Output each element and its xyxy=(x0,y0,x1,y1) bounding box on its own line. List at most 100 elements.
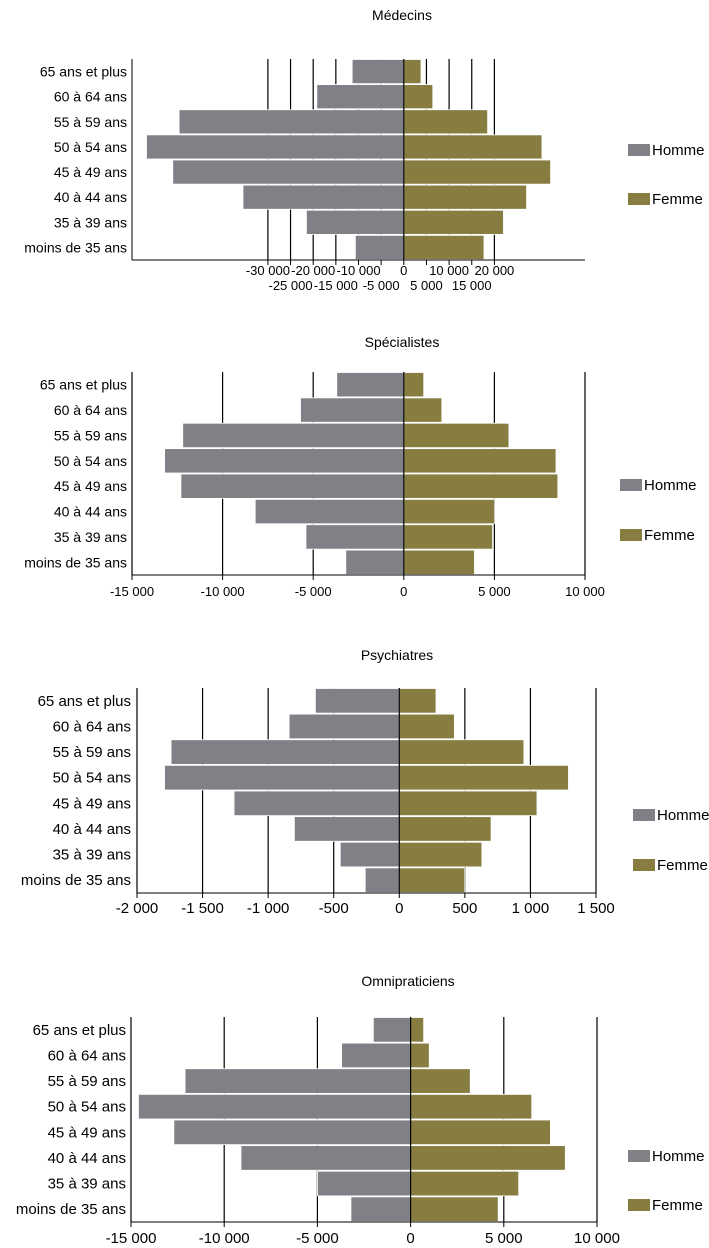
category-label: 55 à 59 ans xyxy=(54,427,127,443)
legend-femme: Femme xyxy=(628,191,703,208)
tick-label: 0 xyxy=(406,1230,414,1247)
bar-homme xyxy=(164,448,405,474)
legend-femme: Femme xyxy=(633,857,708,874)
bar-homme xyxy=(316,84,405,110)
bar-homme xyxy=(173,1119,411,1146)
bar-homme xyxy=(146,134,405,160)
tick-label: 20 000 xyxy=(475,263,515,278)
tick-label: -10 000 xyxy=(336,263,380,278)
bar-homme xyxy=(254,498,405,525)
category-label: 55 à 59 ans xyxy=(54,114,127,130)
bar-homme xyxy=(351,59,405,85)
bar-femme xyxy=(398,867,466,893)
legend-homme: Homme xyxy=(633,807,709,824)
bar-homme xyxy=(350,1196,411,1222)
legend-label: Femme xyxy=(652,191,703,208)
bar-homme xyxy=(345,549,405,575)
category-label: 60 à 64 ans xyxy=(54,89,127,105)
bar-femme xyxy=(403,473,559,499)
category-label: moins de 35 ans xyxy=(24,554,127,570)
tick-label: -15 000 xyxy=(110,584,154,599)
legend-femme: Femme xyxy=(620,527,695,544)
chart-3: Psychiatres 65 ans et plus 60 à 64 ans 55 à… xyxy=(21,647,709,917)
bar-femme xyxy=(398,841,483,868)
category-label: moins de 35 ans xyxy=(24,239,127,255)
tick-label: 10 000 xyxy=(565,584,605,599)
bar-femme xyxy=(403,234,485,260)
chart-4: Omnipraticiens 65 ans et plus 60 à 64 ans 5… xyxy=(16,973,705,1247)
category-label: moins de 35 ans xyxy=(21,872,131,889)
bar-homme xyxy=(300,397,405,423)
bar-homme xyxy=(372,1017,412,1043)
tick-label: -1 000 xyxy=(247,900,290,917)
bar-femme xyxy=(403,209,504,235)
bar-femme xyxy=(410,1170,520,1197)
category-label: 65 ans et plus xyxy=(33,1022,126,1039)
chart-title: Psychiatres xyxy=(361,647,433,663)
chart-1: Médecins 65 ans et plus 60 à 64 ans 55 à 59… xyxy=(24,7,704,293)
category-label: 65 ans et plus xyxy=(40,377,127,393)
bar-femme xyxy=(403,159,551,185)
bar-femme xyxy=(410,1196,499,1222)
bar-femme xyxy=(410,1145,566,1171)
bar-homme xyxy=(172,159,405,185)
bar-homme xyxy=(339,841,400,868)
legend-label: Homme xyxy=(657,807,709,824)
bar-femme xyxy=(403,84,434,110)
bar-femme xyxy=(398,816,492,842)
tick-label: 0 xyxy=(400,584,407,599)
bar-femme xyxy=(398,688,437,714)
bar-femme xyxy=(403,184,527,210)
tick-label: -20 000 xyxy=(291,263,335,278)
tick-label: -25 000 xyxy=(269,278,313,293)
category-label: 65 ans et plus xyxy=(38,693,131,710)
bar-femme xyxy=(403,372,425,398)
legend-homme: Homme xyxy=(620,477,697,494)
legend-label: Femme xyxy=(657,857,708,874)
category-label: 40 à 44 ans xyxy=(54,504,127,520)
tick-label: -2 000 xyxy=(116,900,159,917)
legend-swatch xyxy=(620,529,642,541)
bar-homme xyxy=(364,867,400,893)
bar-femme xyxy=(410,1093,533,1120)
category-label: 50 à 54 ans xyxy=(53,770,131,787)
category-label: 50 à 54 ans xyxy=(54,453,127,469)
category-label: 65 ans et plus xyxy=(40,64,127,80)
tick-label: -15 000 xyxy=(314,278,358,293)
legend-swatch xyxy=(633,809,655,821)
legend-swatch xyxy=(628,144,650,156)
bar-homme xyxy=(293,816,400,842)
bar-femme xyxy=(403,59,422,85)
category-label: 35 à 39 ans xyxy=(53,847,131,864)
category-label: 60 à 64 ans xyxy=(48,1047,126,1064)
chart-title: Médecins xyxy=(372,7,432,23)
bar-homme xyxy=(138,1093,412,1120)
bar-homme xyxy=(170,739,400,765)
legend-swatch xyxy=(628,1199,650,1211)
chart-title: Omnipraticiens xyxy=(361,973,454,989)
bar-femme xyxy=(410,1042,430,1069)
legend-swatch xyxy=(628,193,650,205)
tick-label: -30 000 xyxy=(246,263,290,278)
tick-label: 1 000 xyxy=(512,900,550,917)
bar-homme xyxy=(336,372,405,398)
legend-swatch xyxy=(633,859,655,871)
category-label: 45 à 49 ans xyxy=(54,164,127,180)
tick-label: 5 000 xyxy=(485,1230,523,1247)
bar-femme xyxy=(410,1068,471,1094)
tick-label: -500 xyxy=(319,900,349,917)
tick-label: 5 000 xyxy=(478,584,511,599)
bar-homme xyxy=(242,184,405,210)
tick-label: 0 xyxy=(395,900,403,917)
category-label: 35 à 39 ans xyxy=(54,214,127,230)
legend-label: Homme xyxy=(644,477,697,494)
bar-homme xyxy=(233,790,400,817)
legend-homme: Homme xyxy=(628,1148,705,1165)
bar-femme xyxy=(398,790,538,817)
category-label: 35 à 39 ans xyxy=(48,1176,126,1193)
bar-femme xyxy=(410,1119,551,1146)
bar-homme xyxy=(354,234,405,260)
bar-homme xyxy=(288,713,400,740)
tick-label: 10 000 xyxy=(574,1230,620,1247)
